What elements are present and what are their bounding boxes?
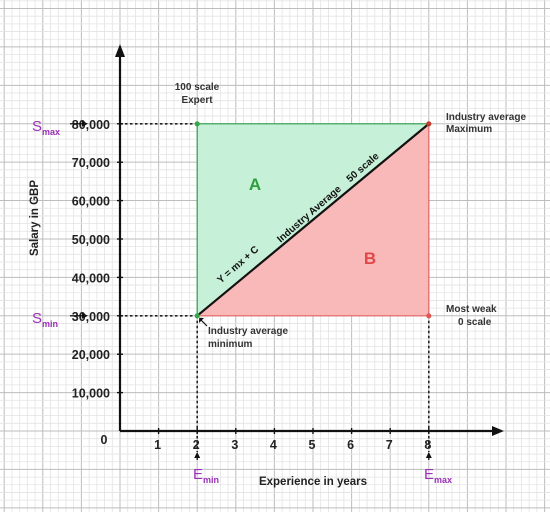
point-max (426, 121, 432, 127)
arrow-up-icon (425, 452, 432, 458)
svg-text:Emax: Emax (424, 466, 452, 485)
arrow-right-icon (82, 312, 88, 319)
min-label-line2: minimum (208, 339, 253, 350)
e-min-main: E (193, 466, 203, 483)
x-tick-label: 7 (386, 438, 393, 452)
x-tick-label: 6 (347, 438, 354, 452)
s-max-marker: Smax (32, 118, 60, 137)
arrow-right-icon (82, 120, 88, 127)
min-label-line1: Industry average (208, 326, 288, 337)
marker-arrows (70, 120, 432, 460)
origin-label: 0 (101, 433, 108, 447)
s-min-sub: min (42, 319, 58, 329)
e-max-marker: Emax (424, 466, 452, 485)
diagonal-line (196, 122, 430, 317)
x-tick-label: 8 (424, 438, 431, 452)
s-min-main: S (32, 310, 42, 327)
s-max-sub: max (42, 127, 60, 137)
region-a-letter: A (249, 175, 261, 194)
expert-label-line2: Expert (181, 95, 213, 106)
point-expert (194, 121, 200, 127)
y-tick-label: 30,000 (72, 310, 110, 324)
svg-text:Smax: Smax (32, 118, 60, 137)
arrow-diagonal-icon (199, 317, 204, 323)
y-tick-label: 20,000 (72, 348, 110, 362)
point-weak (426, 313, 432, 319)
y-tick-label: 40,000 (72, 271, 110, 285)
weak-label-line2: 0 scale (458, 317, 492, 328)
y-tick-label: 80,000 (72, 118, 110, 132)
axis-ticks: 1 2 3 4 5 6 7 8 10,000 20,000 30,000 40,000 50,000 60… (72, 118, 432, 452)
svg-text:Smin: Smin (32, 310, 58, 329)
arrow-up-icon (194, 452, 201, 458)
x-tick-label: 1 (154, 438, 161, 452)
key-points (194, 121, 432, 319)
y-tick-label: 70,000 (72, 156, 110, 170)
s-max-main: S (32, 118, 42, 135)
weak-label-line1: Most weak (446, 304, 497, 315)
s-min-marker: Smin (32, 310, 58, 329)
x-tick-label: 2 (193, 438, 200, 452)
svg-text:Emin: Emin (193, 466, 219, 485)
region-b-letter: B (364, 249, 376, 268)
expert-label-line1: 100 scale (175, 82, 220, 93)
dotted-guides (120, 123, 430, 452)
e-max-sub: max (434, 475, 452, 485)
x-axis-arrow-icon (492, 426, 504, 436)
max-label-line2: Maximum (446, 124, 492, 135)
y-axis-title: Salary in GBP (29, 180, 41, 256)
point-min (194, 313, 200, 319)
x-tick-label: 3 (231, 438, 238, 452)
x-tick-label: 5 (309, 438, 316, 452)
max-label-line1: Industry average (446, 112, 526, 123)
x-axis-title: Experience in years (259, 476, 367, 488)
y-tick-label: 10,000 (72, 387, 110, 401)
e-max-main: E (424, 466, 434, 483)
e-min-sub: min (203, 475, 219, 485)
x-tick-label: 4 (270, 438, 277, 452)
y-axis-arrow-icon (115, 44, 125, 57)
y-tick-label: 60,000 (72, 195, 110, 209)
e-min-marker: Emin (193, 466, 219, 485)
y-tick-label: 50,000 (72, 233, 110, 247)
